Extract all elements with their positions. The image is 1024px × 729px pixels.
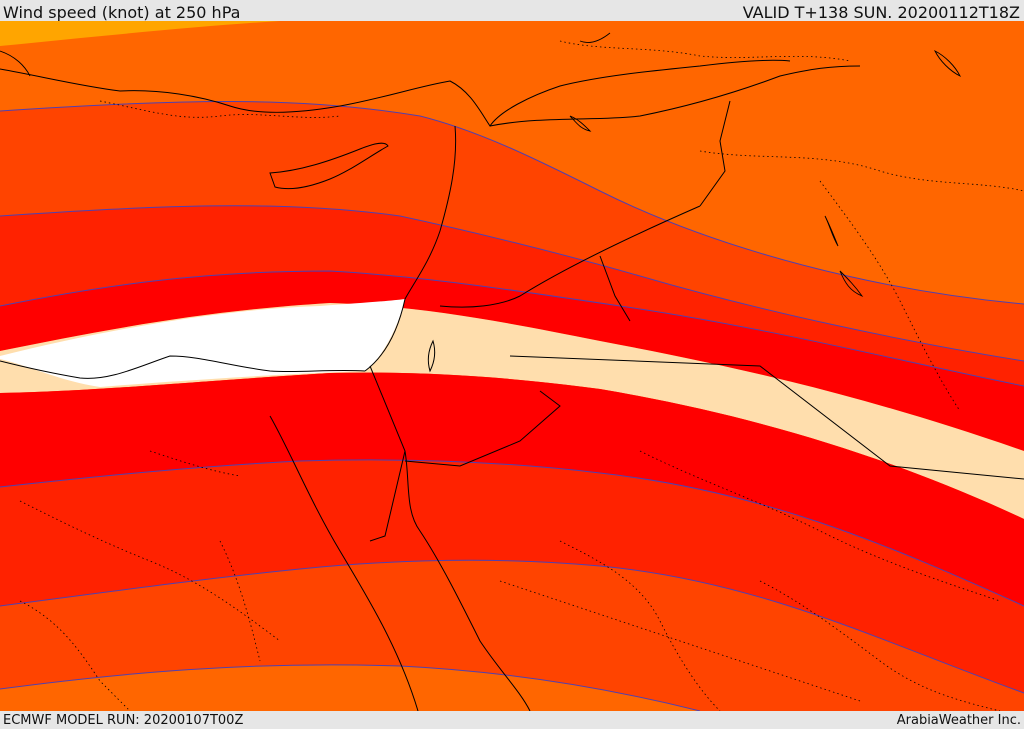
band-red-north xyxy=(0,271,1024,451)
band-scarlet-north xyxy=(0,205,1024,386)
admin-boundaries xyxy=(19,40,1024,711)
band-lightest-corner xyxy=(0,21,280,46)
band-orange-south xyxy=(0,664,700,711)
band-scarlet-south xyxy=(0,459,1024,693)
egypt-north-coast xyxy=(0,355,366,379)
credit: ArabiaWeather Inc. xyxy=(896,713,1021,728)
red-sea-east-coast xyxy=(404,450,531,711)
levant-coast xyxy=(364,125,457,372)
band-red-south xyxy=(0,372,1024,606)
islands xyxy=(0,32,962,298)
iraq-syria-border xyxy=(599,255,631,322)
header-bar xyxy=(0,0,1024,21)
jordan-border xyxy=(509,355,1024,480)
sinai-gulf-suez xyxy=(369,365,406,542)
syria-jordan-border xyxy=(439,205,701,308)
coastlines xyxy=(0,59,1024,711)
footer-bar xyxy=(0,711,1024,729)
turkey-south-coast xyxy=(0,59,791,127)
turkey-syria-border xyxy=(489,65,861,127)
red-sea-west-coast xyxy=(269,415,419,711)
band-redorange-north xyxy=(0,101,1024,362)
model-run: ECMWF MODEL RUN: 20200107T00Z xyxy=(3,713,244,728)
band-orange-north xyxy=(0,21,1024,304)
band-white xyxy=(0,299,405,387)
jordan-south xyxy=(404,390,561,467)
dead-sea xyxy=(427,339,436,373)
valid-time: VALID T+138 SUN. 20200112T18Z xyxy=(742,3,1020,22)
map-title: Wind speed (knot) at 250 hPa xyxy=(3,3,241,22)
wind-speed-map xyxy=(0,21,1024,711)
cyprus xyxy=(269,142,389,190)
iraq-border-east xyxy=(699,100,731,207)
